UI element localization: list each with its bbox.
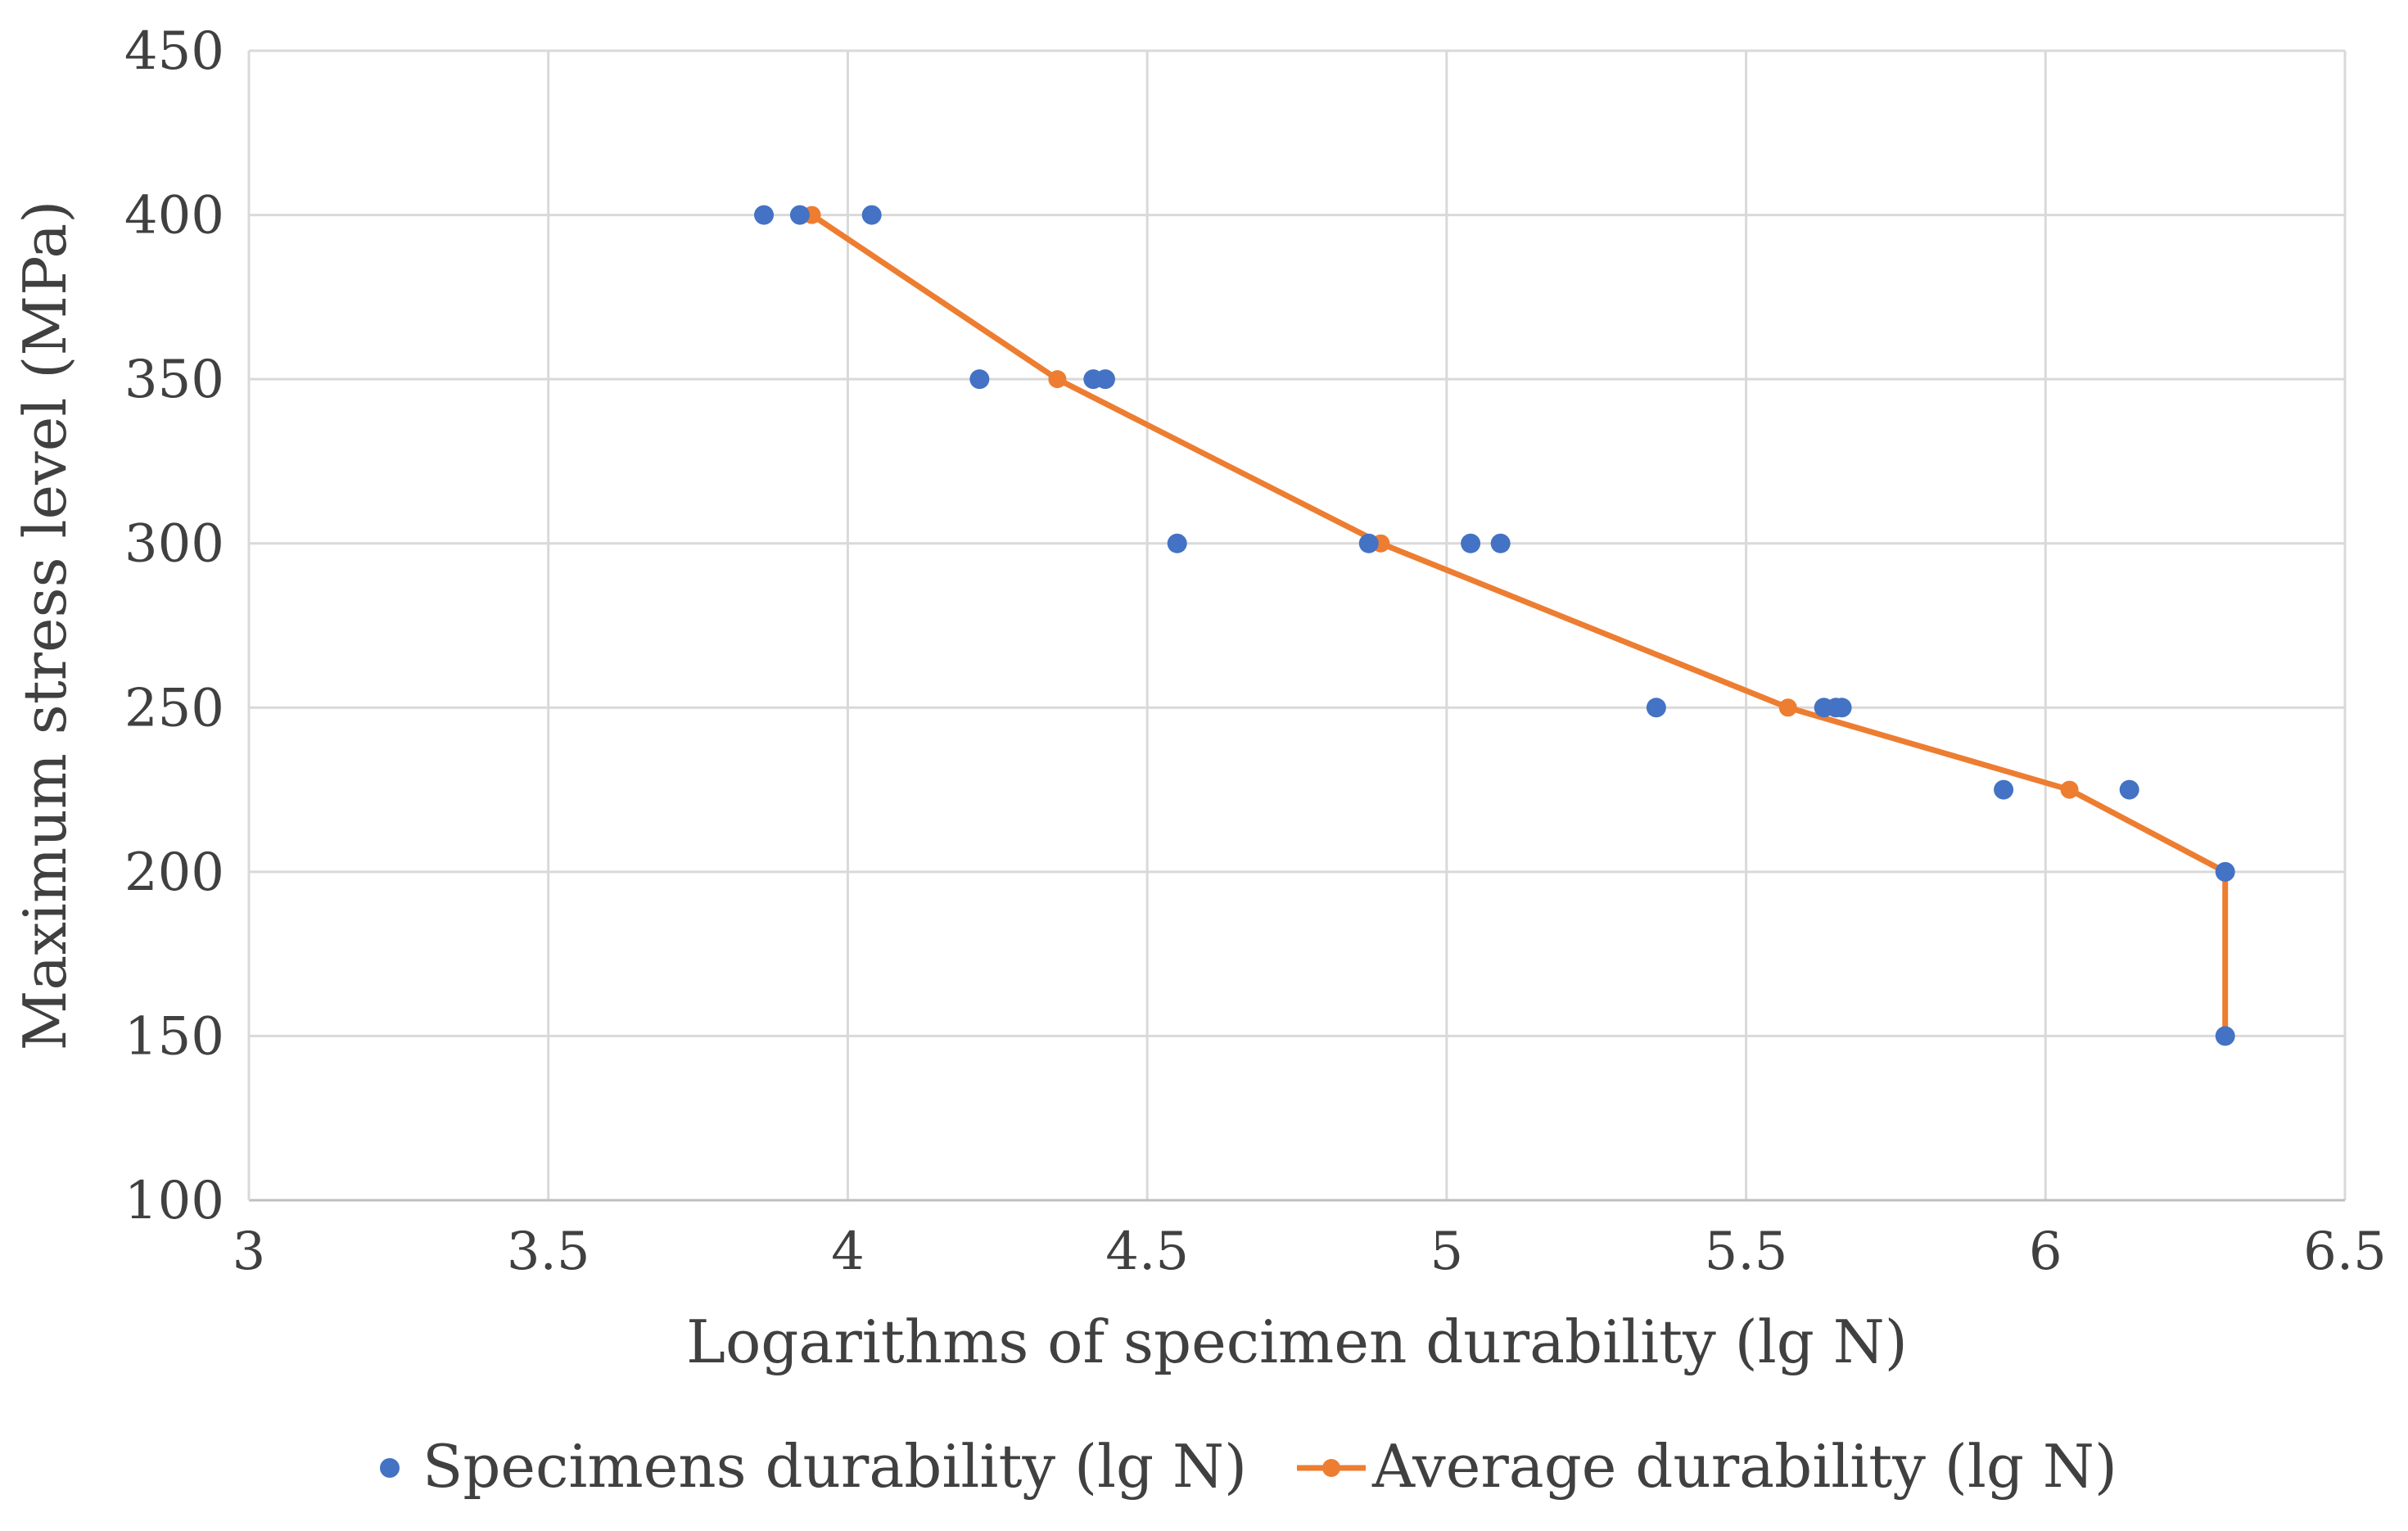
specimen-point-17	[2215, 1026, 2235, 1046]
series	[754, 205, 2235, 1046]
specimen-point-10	[1646, 698, 1666, 718]
tick-labels: 100 150 200 250 300 350 400 450 3 3.5 4 4.5 5 5.5 6 6.5	[124, 21, 2387, 1282]
x-tick-label-2: 4	[831, 1222, 865, 1282]
y-tick-label-5: 350	[124, 350, 224, 410]
specimen-point-6	[1167, 533, 1187, 553]
specimen-point-16	[2215, 861, 2235, 882]
specimen-point-3	[969, 369, 990, 390]
axes	[247, 51, 2345, 1202]
specimen-point-15	[2119, 779, 2139, 800]
y-tick-label-1: 150	[124, 1006, 224, 1067]
y-tick-label-7: 450	[124, 21, 224, 82]
x-tick-label-1: 3.5	[507, 1222, 590, 1282]
y-tick-label-2: 200	[124, 842, 224, 903]
specimen-point-9	[1490, 533, 1511, 553]
series-line-average	[810, 212, 2229, 1036]
x-tick-label-5: 5.5	[1705, 1222, 1788, 1282]
grid	[247, 49, 2347, 1202]
average-point-4	[2060, 780, 2079, 799]
legend-entry-average: Average durability (lg N)	[1371, 1432, 2117, 1501]
specimen-point-7	[1358, 533, 1379, 553]
y-tick-label-6: 400	[124, 186, 224, 246]
y-tick-label-0: 100	[124, 1171, 224, 1231]
average-point-3	[1778, 698, 1797, 717]
x-tick-label-7: 6.5	[2303, 1222, 2387, 1282]
x-tick-label-0: 3	[233, 1222, 266, 1282]
legend-entry-specimens: Specimens durability (lg N)	[422, 1432, 1247, 1501]
x-tick-label-6: 6	[2029, 1222, 2062, 1282]
specimen-point-0	[754, 205, 775, 225]
specimen-point-13	[1832, 698, 1852, 718]
specimen-point-14	[1994, 779, 2014, 800]
x-axis-title: Logarithms of specimen durability (lg N)	[686, 1307, 1908, 1376]
legend-marker-specimens	[380, 1458, 400, 1478]
x-tick-label-4: 5	[1430, 1222, 1463, 1282]
y-tick-label-4: 300	[124, 514, 224, 575]
specimen-point-5	[1095, 369, 1115, 390]
legend-marker-average	[1322, 1459, 1340, 1477]
y-axis-title: Maximum stress level (MPa)	[11, 201, 79, 1051]
y-tick-label-3: 250	[124, 678, 224, 738]
specimen-point-1	[789, 205, 810, 225]
average-point-1	[1048, 370, 1067, 389]
legend: Specimens durability (lg N) Average dura…	[380, 1432, 2117, 1501]
specimen-point-8	[1461, 533, 1481, 553]
specimen-point-2	[861, 205, 882, 225]
x-tick-label-3: 4.5	[1105, 1222, 1189, 1282]
